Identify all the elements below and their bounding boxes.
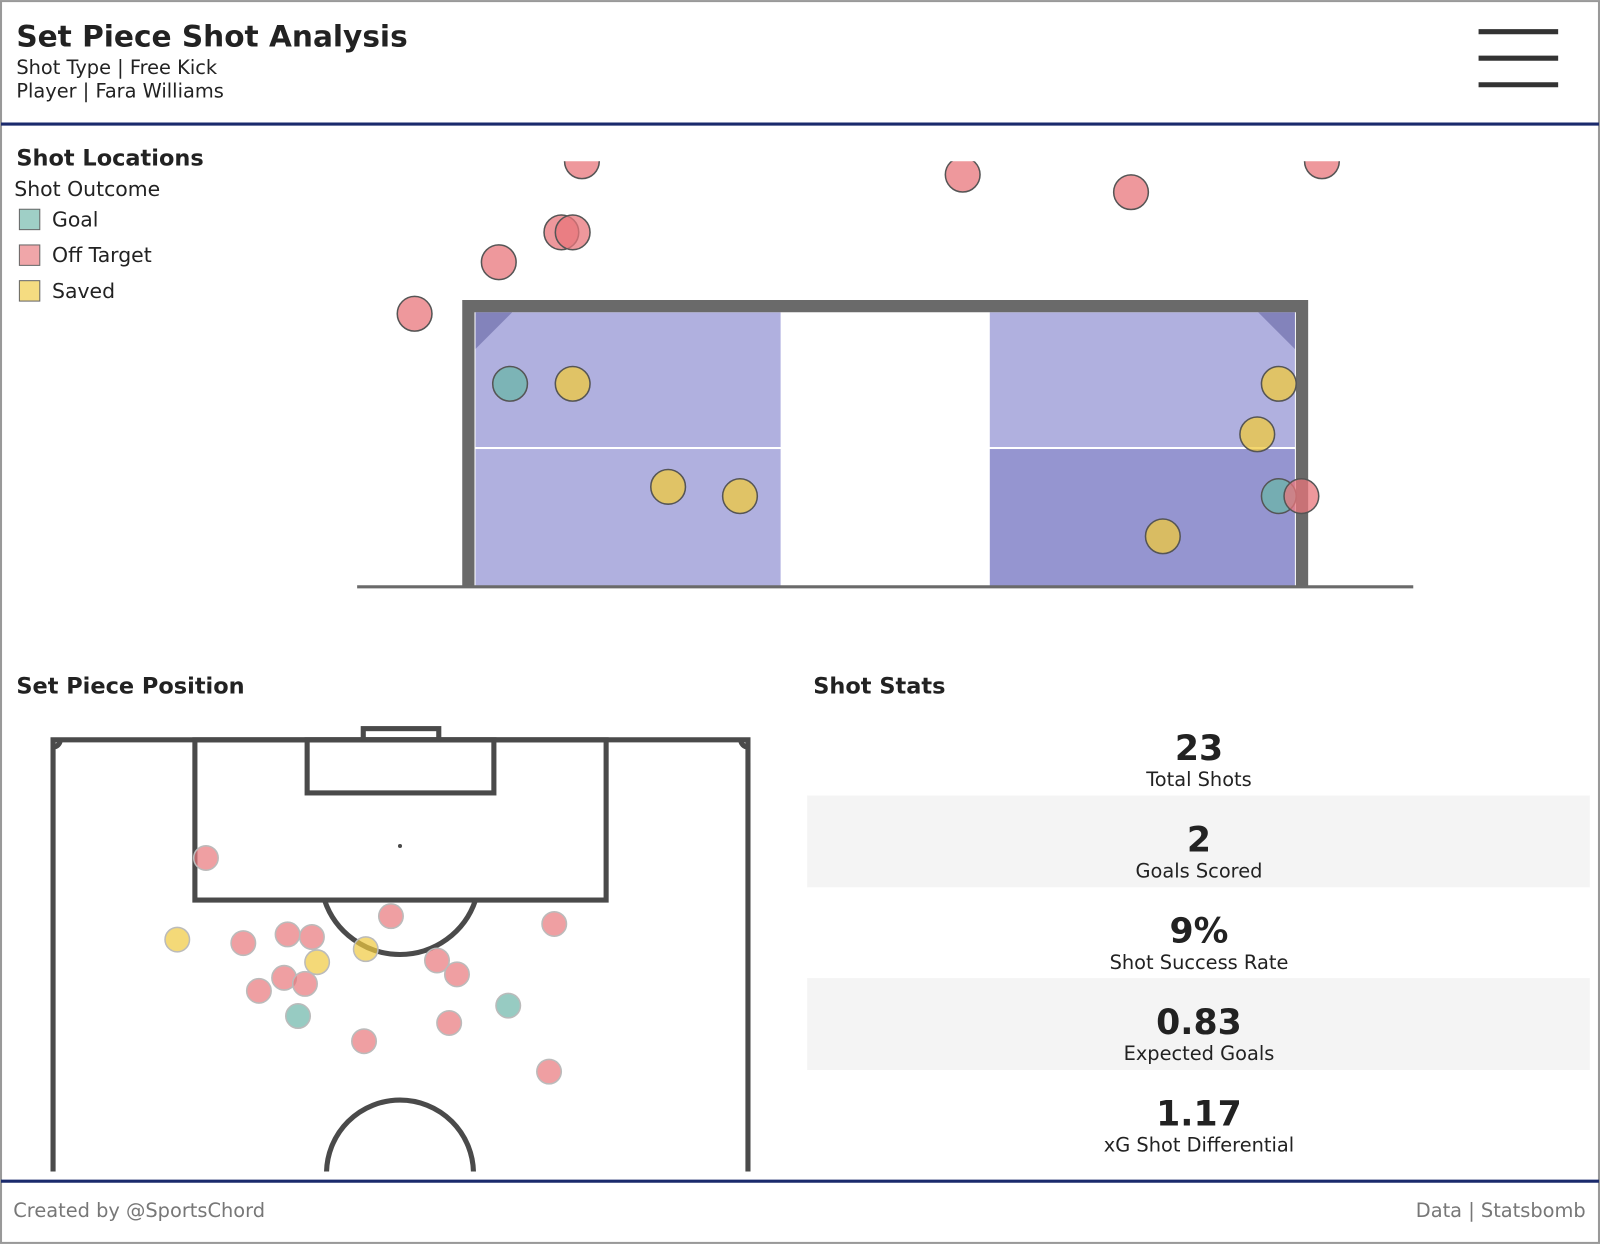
shot-point [285, 1003, 312, 1030]
section-title: Shot Stats [813, 673, 945, 699]
shot-point [495, 992, 522, 1019]
legend-swatch [18, 244, 41, 266]
shot-point [1260, 365, 1297, 402]
shot-point [245, 977, 272, 1004]
shot-point [554, 365, 591, 402]
shot-point [298, 923, 325, 951]
stat-value: 2 [1187, 820, 1211, 860]
shot-point [563, 161, 601, 180]
shot-point [352, 936, 379, 963]
subtitle: Player | Fara Williams [16, 79, 223, 102]
shot-point [192, 844, 219, 871]
shot-point [304, 949, 331, 976]
legend: Goal Off Target Saved [18, 207, 152, 303]
legend-label: Saved [52, 279, 115, 303]
legend-label: Goal [52, 207, 98, 231]
shot-point [291, 970, 318, 997]
shot-point [1144, 518, 1181, 555]
stat-value: 1.17 [1156, 1094, 1242, 1134]
shot-point [541, 910, 568, 937]
stat-label: xG Shot Differential [1104, 1133, 1294, 1156]
stat-label: Expected Goals [1124, 1042, 1275, 1065]
footer-credit: Created by @SportsChord [13, 1199, 265, 1222]
section-title: Set Piece Position [16, 673, 244, 699]
shot-point [423, 947, 451, 974]
stat-value: 23 [1175, 729, 1223, 769]
section-title: Shot Locations [16, 146, 203, 172]
stat-label: Total Shots [1145, 768, 1252, 791]
shot-point [436, 1009, 463, 1036]
shot-point [1303, 161, 1341, 180]
title: Set Piece Shot Analysis [16, 19, 407, 53]
stat-value: 0.83 [1156, 1003, 1242, 1043]
stat-band [807, 978, 1590, 1070]
stat-label: Goals Scored [1136, 860, 1263, 883]
shot-point [351, 1028, 378, 1055]
stat-band [807, 795, 1590, 888]
shot-point [274, 921, 301, 948]
legend-label: Off Target [52, 243, 152, 267]
footer-source: Data | Statsbomb [1416, 1199, 1586, 1222]
shot-point [721, 478, 759, 515]
shot-point [164, 926, 191, 953]
shot-point [480, 244, 517, 281]
shot-point [1239, 416, 1276, 453]
goal-plot [396, 161, 1341, 555]
legend-swatch [18, 280, 41, 302]
stat-label: Shot Success Rate [1110, 951, 1289, 974]
menu-button[interactable] [1478, 29, 1559, 88]
subtitle: Shot Type | Free Kick [16, 56, 218, 79]
legend-title: Shot Outcome [14, 177, 160, 201]
shot-point [1283, 478, 1320, 515]
shot-point [443, 961, 470, 988]
shot-point [944, 161, 981, 193]
legend-swatch [18, 208, 41, 231]
shot-point [554, 214, 591, 251]
shot-point [491, 365, 529, 402]
shot-point [650, 468, 687, 505]
shot-point [1112, 174, 1150, 211]
shot-point [377, 903, 404, 930]
shot-point [396, 295, 433, 332]
pitch [50, 726, 751, 1172]
shot-point [536, 1058, 563, 1085]
stat-value: 9% [1170, 912, 1229, 952]
pitch-plot [164, 844, 568, 1085]
shot-point [230, 930, 257, 957]
